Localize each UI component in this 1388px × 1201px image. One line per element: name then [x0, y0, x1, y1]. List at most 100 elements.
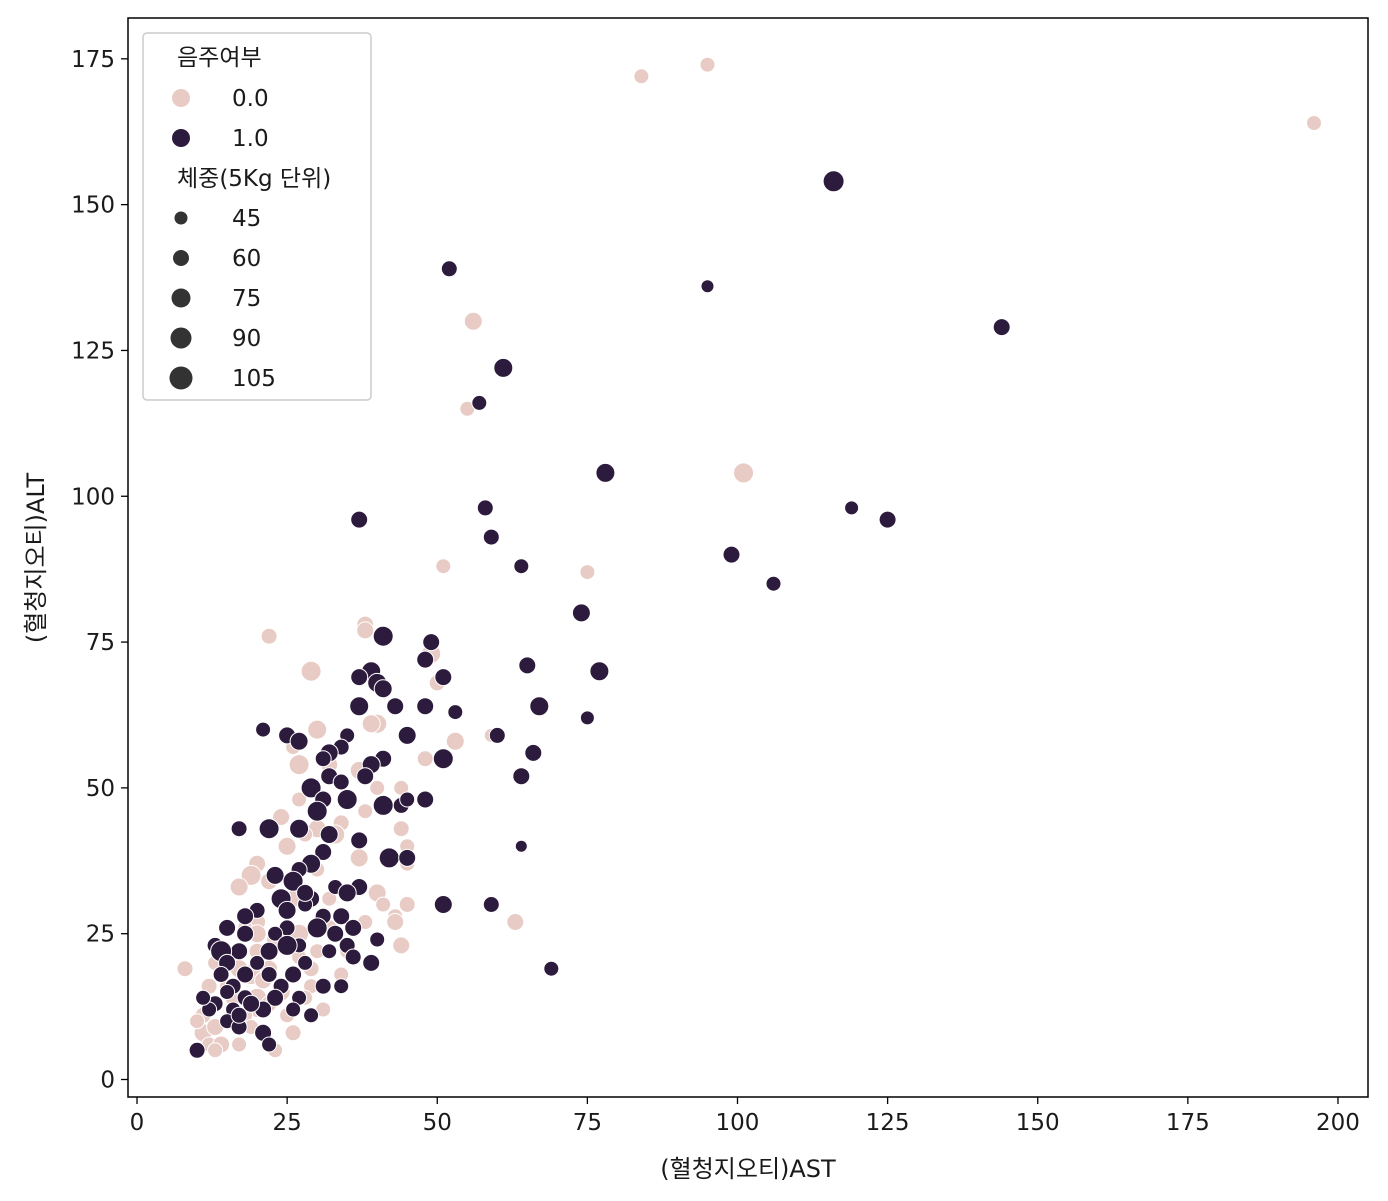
legend-hue-title: 음주여부 — [177, 45, 262, 71]
legend-label-hue-1: 1.0 — [232, 126, 269, 152]
data-point-drinking-1.0 — [230, 1006, 248, 1024]
data-point-drinking-1.0 — [350, 831, 369, 850]
y-tick-label: 0 — [100, 1068, 115, 1094]
data-point-drinking-1.0 — [297, 954, 314, 971]
data-point-drinking-1.0 — [471, 394, 488, 411]
data-point-drinking-0.0 — [231, 1036, 248, 1053]
data-point-drinking-1.0 — [212, 966, 230, 983]
data-point-drinking-0.0 — [435, 558, 452, 575]
data-point-drinking-1.0 — [188, 1041, 206, 1059]
x-tick-label: 50 — [423, 1110, 452, 1136]
x-axis-ticks: 0 25 50 75 100 125 150 175 200 — [130, 1097, 1360, 1136]
data-point-drinking-1.0 — [259, 941, 279, 961]
data-point-drinking-1.0 — [289, 818, 310, 839]
data-point-drinking-1.0 — [992, 318, 1011, 337]
data-point-drinking-1.0 — [266, 988, 285, 1007]
data-point-drinking-1.0 — [372, 625, 394, 647]
plot-frame — [127, 17, 1369, 1098]
legend-marker-size-45 — [174, 211, 188, 225]
data-point-drinking-1.0 — [416, 650, 435, 669]
data-point-drinking-1.0 — [543, 960, 560, 977]
data-point-drinking-0.0 — [207, 1042, 224, 1059]
data-point-drinking-1.0 — [399, 791, 416, 808]
data-point-drinking-1.0 — [276, 934, 298, 956]
data-point-drinking-1.0 — [306, 917, 328, 939]
x-tick-label: 0 — [130, 1110, 145, 1136]
data-point-drinking-1.0 — [282, 870, 304, 892]
data-point-drinking-1.0 — [369, 931, 386, 948]
y-axis-title: (혈청지오티)ALT — [22, 473, 50, 644]
legend-label-hue-0: 0.0 — [232, 86, 269, 112]
data-point-drinking-1.0 — [844, 500, 860, 516]
data-point-drinking-1.0 — [529, 696, 550, 717]
data-point-drinking-1.0 — [333, 978, 350, 995]
data-point-drinking-1.0 — [300, 777, 322, 799]
data-point-drinking-0.0 — [392, 936, 411, 955]
data-point-drinking-1.0 — [344, 948, 362, 966]
data-point-drinking-1.0 — [303, 1007, 320, 1024]
x-tick-label: 175 — [1166, 1110, 1210, 1136]
data-point-drinking-1.0 — [416, 790, 435, 809]
data-point-drinking-1.0 — [289, 731, 309, 751]
data-point-drinking-1.0 — [440, 260, 458, 278]
data-point-drinking-0.0 — [1306, 115, 1322, 131]
data-point-drinking-1.0 — [230, 820, 248, 838]
data-point-drinking-1.0 — [255, 721, 272, 738]
data-point-drinking-1.0 — [878, 510, 897, 529]
data-point-drinking-1.0 — [512, 767, 531, 786]
data-point-drinking-1.0 — [261, 1036, 278, 1053]
data-point-drinking-1.0 — [296, 883, 315, 902]
x-tick-label: 25 — [272, 1110, 301, 1136]
legend-marker-size-75 — [171, 288, 191, 308]
x-tick-label: 150 — [1016, 1110, 1060, 1136]
legend-marker-size-60 — [173, 250, 189, 266]
data-point-drinking-0.0 — [463, 311, 483, 331]
data-point-drinking-0.0 — [307, 719, 328, 740]
legend-label-size-90: 90 — [232, 326, 261, 352]
data-point-drinking-1.0 — [332, 773, 350, 791]
data-point-drinking-1.0 — [350, 510, 369, 529]
data-point-drinking-1.0 — [332, 907, 351, 926]
data-point-drinking-0.0 — [176, 960, 194, 978]
data-point-drinking-1.0 — [579, 710, 595, 726]
data-point-drinking-1.0 — [344, 918, 363, 937]
data-point-drinking-1.0 — [356, 767, 375, 786]
data-point-drinking-1.0 — [267, 925, 284, 942]
data-point-drinking-1.0 — [476, 499, 494, 517]
data-point-drinking-1.0 — [518, 656, 537, 675]
data-point-drinking-1.0 — [595, 462, 616, 483]
data-point-drinking-0.0 — [291, 791, 308, 808]
data-point-drinking-1.0 — [219, 984, 236, 1000]
data-point-drinking-1.0 — [326, 924, 345, 943]
y-tick-label: 100 — [71, 484, 115, 510]
data-point-drinking-1.0 — [265, 865, 285, 885]
data-point-drinking-1.0 — [242, 994, 261, 1013]
data-point-drinking-1.0 — [260, 966, 278, 983]
data-point-drinking-1.0 — [306, 800, 328, 822]
data-point-drinking-1.0 — [349, 696, 370, 717]
y-axis-ticks: 0 25 50 75 100 125 150 175 — [71, 47, 128, 1094]
y-tick-label: 25 — [86, 922, 115, 948]
data-point-drinking-1.0 — [488, 726, 506, 744]
data-point-drinking-1.0 — [337, 883, 357, 903]
data-point-drinking-1.0 — [372, 794, 394, 816]
data-point-drinking-1.0 — [236, 907, 255, 926]
data-point-drinking-0.0 — [356, 621, 375, 640]
legend-marker-size-90 — [170, 327, 192, 349]
data-point-drinking-0.0 — [445, 731, 465, 751]
data-point-drinking-1.0 — [277, 900, 297, 920]
data-point-drinking-1.0 — [249, 954, 266, 971]
data-point-drinking-1.0 — [314, 750, 332, 768]
data-point-drinking-1.0 — [524, 743, 543, 762]
data-point-drinking-1.0 — [285, 1001, 302, 1018]
data-point-drinking-0.0 — [300, 660, 322, 682]
legend-box — [142, 32, 372, 401]
data-point-drinking-0.0 — [284, 1024, 302, 1042]
data-point-drinking-0.0 — [733, 462, 754, 484]
data-point-drinking-0.0 — [189, 1013, 206, 1030]
legend-marker-hue-0 — [172, 89, 190, 107]
data-point-drinking-0.0 — [288, 754, 310, 776]
legend-marker-size-105 — [169, 366, 193, 390]
data-point-drinking-0.0 — [579, 564, 596, 581]
